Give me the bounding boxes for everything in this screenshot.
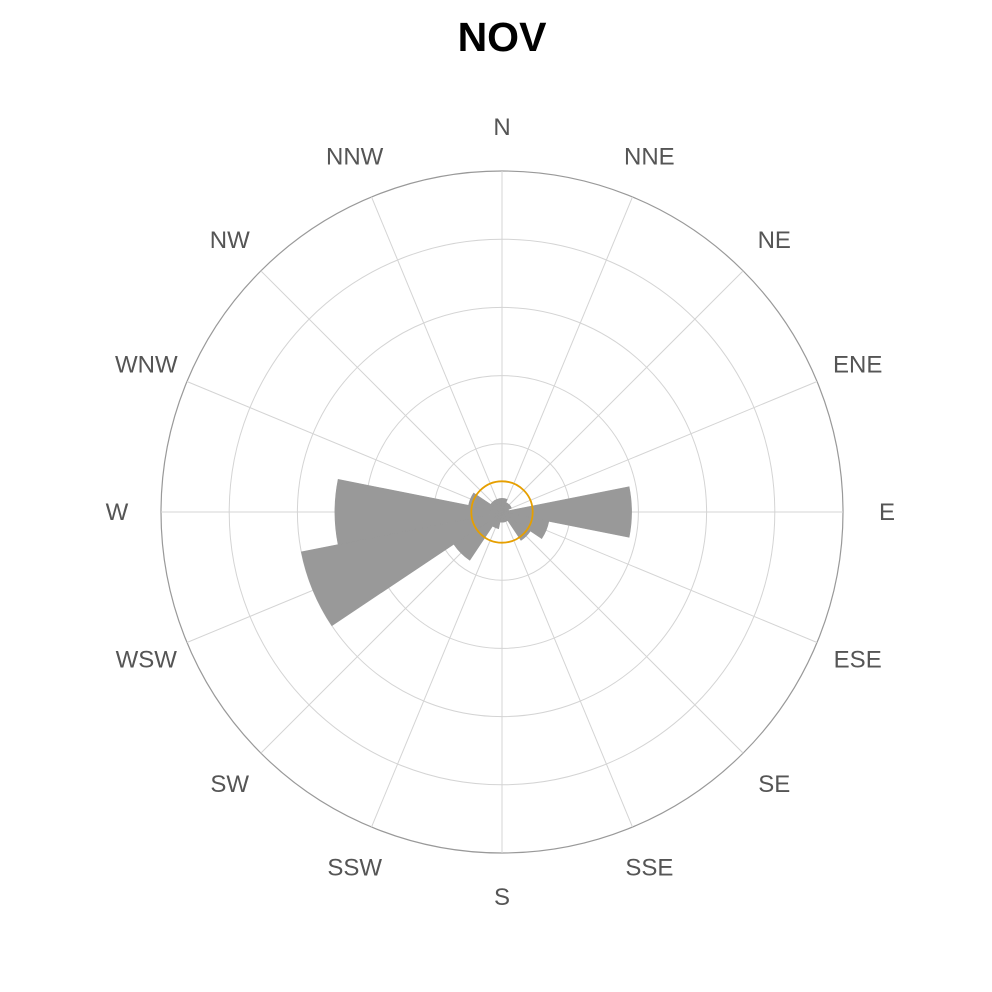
spoke-ene bbox=[501, 381, 818, 513]
chart-title: NOV bbox=[457, 14, 547, 60]
sector-bar bbox=[501, 511, 550, 539]
sector-bar bbox=[498, 498, 503, 513]
direction-label-nnw: NNW bbox=[326, 143, 384, 170]
spoke-wnw bbox=[186, 381, 503, 513]
direction-label-s: S bbox=[494, 884, 510, 911]
sector-bar bbox=[501, 486, 632, 538]
sector-bar bbox=[300, 511, 503, 627]
direction-label-sse: SSE bbox=[625, 855, 673, 882]
spoke-sse bbox=[501, 511, 633, 828]
spoke-nw bbox=[260, 270, 503, 513]
direction-label-ene: ENE bbox=[833, 352, 882, 379]
direction-label-wnw: WNW bbox=[115, 352, 178, 379]
sector-bar bbox=[501, 504, 512, 513]
direction-label-ne: NE bbox=[758, 227, 791, 254]
direction-label-wsw: WSW bbox=[116, 646, 178, 673]
direction-label-ssw: SSW bbox=[327, 855, 382, 882]
direction-label-e: E bbox=[879, 499, 895, 526]
spoke-se bbox=[501, 511, 744, 754]
direction-label-w: W bbox=[106, 499, 129, 526]
direction-label-nw: NW bbox=[210, 227, 250, 254]
overlay-layer bbox=[470, 480, 534, 544]
direction-label-sw: SW bbox=[210, 771, 249, 798]
spoke-ese bbox=[501, 511, 818, 643]
calm-ring bbox=[470, 480, 534, 544]
sector-bar bbox=[468, 492, 503, 513]
direction-label-n: N bbox=[493, 114, 510, 141]
direction-labels: N NNE NE ENE E ESE SE SSE S SSW SW WSW W WNW NW NNW bbox=[106, 114, 895, 911]
spoke-ne bbox=[501, 270, 744, 513]
direction-label-nne: NNE bbox=[624, 143, 675, 170]
sector-bar bbox=[334, 479, 503, 545]
direction-label-ese: ESE bbox=[834, 646, 882, 673]
direction-label-se: SE bbox=[758, 771, 790, 798]
bars-layer bbox=[300, 479, 632, 627]
spoke-nnw bbox=[371, 196, 503, 513]
spoke-ssw bbox=[371, 511, 503, 828]
spoke-nne bbox=[501, 196, 633, 513]
